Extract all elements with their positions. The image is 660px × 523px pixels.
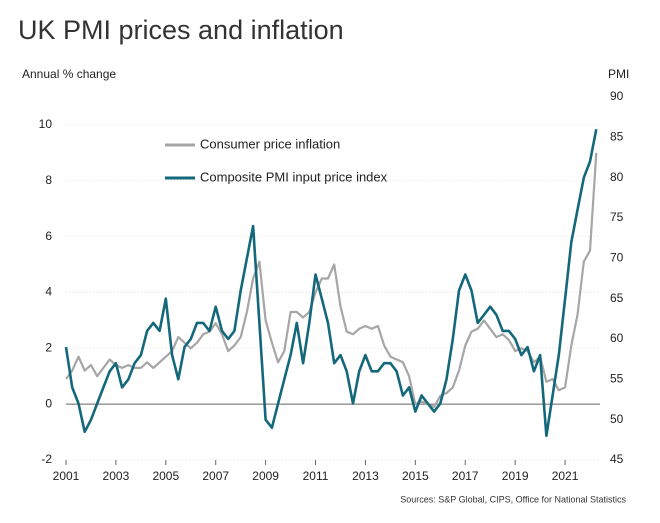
y-axis-title: Annual % change bbox=[22, 67, 116, 81]
x-tick-label: 2007 bbox=[202, 469, 229, 483]
y2-axis-title: PMI bbox=[608, 67, 629, 81]
legend-label: Composite PMI input price index bbox=[200, 169, 388, 184]
y-tick-label: -2 bbox=[41, 452, 52, 466]
x-tick-label: 2017 bbox=[452, 469, 479, 483]
x-tick-label: 2001 bbox=[53, 469, 80, 483]
legend-label: Consumer price inflation bbox=[200, 136, 340, 151]
y2-tick-label: 75 bbox=[610, 210, 624, 224]
y2-tick-label: 60 bbox=[610, 331, 624, 345]
y2-tick-label: 85 bbox=[610, 130, 624, 144]
series-line bbox=[64, 129, 598, 438]
y-tick-label: 4 bbox=[45, 285, 52, 299]
chart-title: UK PMI prices and inflation bbox=[18, 15, 344, 45]
y2-tick-label: 50 bbox=[610, 412, 624, 426]
y2-tick-label: 45 bbox=[610, 452, 624, 466]
y2-tick-label: 65 bbox=[610, 291, 624, 305]
x-tick-label: 2015 bbox=[402, 469, 429, 483]
x-tick-label: 2011 bbox=[303, 469, 329, 483]
y2-tick-label: 70 bbox=[610, 251, 624, 265]
x-tick-label: 2003 bbox=[103, 469, 130, 483]
x-tick-label: 2019 bbox=[502, 469, 529, 483]
y-tick-label: 10 bbox=[39, 117, 53, 131]
x-tick-label: 2013 bbox=[352, 469, 379, 483]
y-tick-label: 8 bbox=[45, 173, 52, 187]
y2-tick-label: 90 bbox=[610, 89, 624, 103]
x-tick-label: 2005 bbox=[152, 469, 179, 483]
y2-tick-label: 55 bbox=[610, 372, 624, 386]
y-tick-label: 0 bbox=[45, 396, 52, 410]
x-tick-label: 2009 bbox=[252, 469, 279, 483]
source: Sources: S&P Global, CIPS, Office for Na… bbox=[400, 494, 626, 504]
y-tick-label: 6 bbox=[45, 229, 52, 243]
y2-tick-label: 80 bbox=[610, 170, 624, 184]
series-line bbox=[65, 152, 598, 408]
x-tick-label: 2021 bbox=[552, 469, 579, 483]
y-tick-label: 2 bbox=[45, 340, 52, 354]
